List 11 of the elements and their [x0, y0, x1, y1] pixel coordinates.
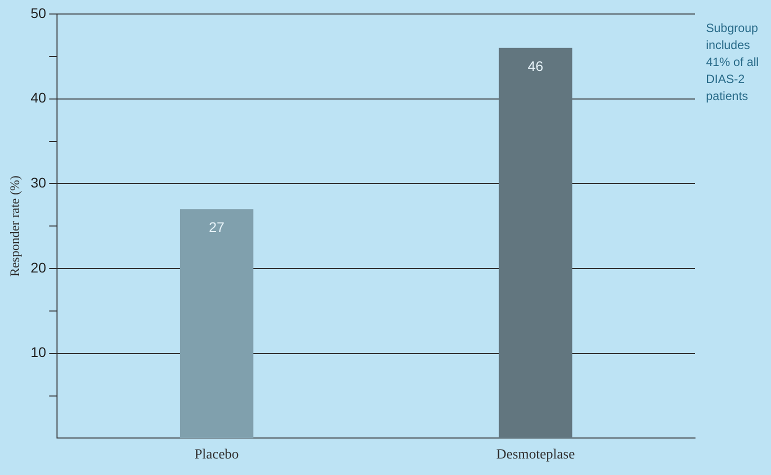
x-tick-label: Desmoteplase	[496, 447, 575, 462]
x-tick-label: Placebo	[194, 447, 239, 462]
y-axis-title: Responder rate (%)	[7, 176, 22, 277]
y-tick-label: 30	[30, 174, 46, 191]
data-label: 27	[208, 218, 225, 235]
y-tick-label: 20	[30, 259, 46, 276]
y-tick-label: 40	[30, 90, 46, 106]
y-tick-label: 10	[30, 344, 46, 360]
data-label: 46	[528, 58, 544, 74]
y-tick-label: 50	[30, 4, 46, 21]
text: Subgroup includes 41% of all DIAS-2 patients	[706, 20, 760, 105]
